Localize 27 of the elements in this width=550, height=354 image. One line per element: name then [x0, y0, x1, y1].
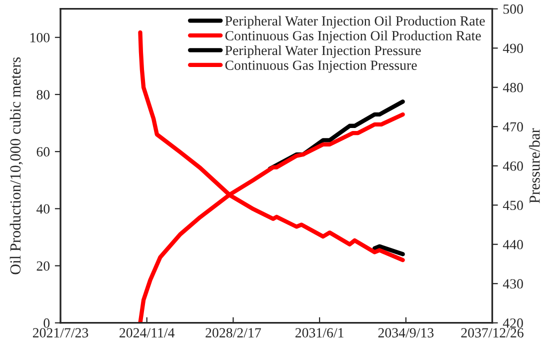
- y2-tick-label: 500: [503, 4, 523, 14]
- y2-tick-label: 430: [502, 279, 523, 289]
- x-tick-label: 2037/12/26: [461, 328, 524, 338]
- y-tick-label: 100: [30, 32, 50, 42]
- y2-tick-label: 480: [502, 82, 523, 92]
- y-tick-label: 40: [36, 204, 50, 214]
- x-tick-label: 2024/11/4: [120, 328, 175, 338]
- y-tick-label: 20: [36, 261, 50, 271]
- y2-tick-label: 490: [502, 44, 523, 54]
- x-tick-label: 2034/9/13: [378, 328, 434, 338]
- x-tick-label: 2028/2/17: [206, 328, 261, 338]
- y2-tick-label: 470: [502, 122, 523, 132]
- legend-label: Continuous Gas Injection Oil Production Rate: [225, 30, 481, 44]
- y2-tick-label: 440: [502, 240, 523, 250]
- y2-axis-title: Pressure/bar: [529, 128, 540, 204]
- x-tick-label: 2021/7/23: [32, 328, 88, 338]
- y-axis-title: Oil Production/10,000 cubic meters: [10, 57, 23, 274]
- y-tick-label: 80: [36, 90, 50, 100]
- y2-tick-label: 450: [502, 200, 523, 210]
- x-tick-label: 2031/6/1: [295, 328, 344, 338]
- legend-label: Peripheral Water Injection Oil Production Rate: [225, 16, 485, 28]
- legend-label: Peripheral Water Injection Pressure: [225, 45, 421, 58]
- y2-tick-label: 460: [502, 161, 523, 171]
- y-tick-label: 60: [36, 147, 50, 157]
- y-tick-label: 0: [44, 318, 50, 328]
- y2-tick-label: 420: [502, 318, 523, 328]
- legend-label: Continuous Gas Injection Pressure: [225, 60, 417, 73]
